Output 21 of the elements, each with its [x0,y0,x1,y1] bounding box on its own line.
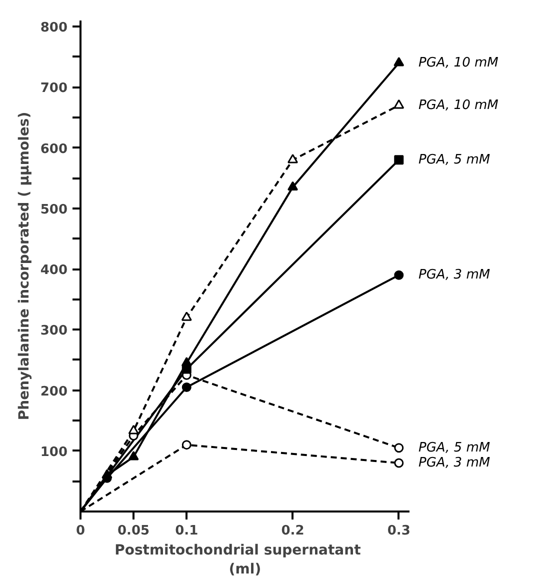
series-label: PGA, 10 mM [418,98,498,113]
x-axis-title: Postmitochondrial supernatant (ml) [114,542,362,578]
y-tick-label: 100 [40,444,68,460]
y-tick-label: 800 [40,20,68,36]
series-label: PGA, 10 mM [418,55,498,70]
x-tick-label: 0.1 [175,524,198,538]
x-tick-label: 0.3 [387,524,410,538]
y-tick-label: 700 [40,81,68,96]
series-label: PGA, 5 mM [418,440,490,456]
y-tick-label: 300 [40,324,68,339]
x-tick-label: 0 [76,524,86,538]
y-tick-label: 200 [40,384,68,400]
series-label: PGA, 5 mM [418,152,490,168]
y-tick-label: 600 [40,142,68,157]
y-tick-label: 500 [40,202,68,218]
series-label: PGA, 3 mM [418,268,490,283]
y-axis-title: Phenylalanine incorporated ( μμmoles) [16,112,32,420]
x-tick-label: 0.2 [281,524,304,538]
series-label: PGA, 3 mM [418,456,490,471]
y-tick-label: 400 [40,263,68,278]
x-tick-label: 0.05 [118,524,150,538]
